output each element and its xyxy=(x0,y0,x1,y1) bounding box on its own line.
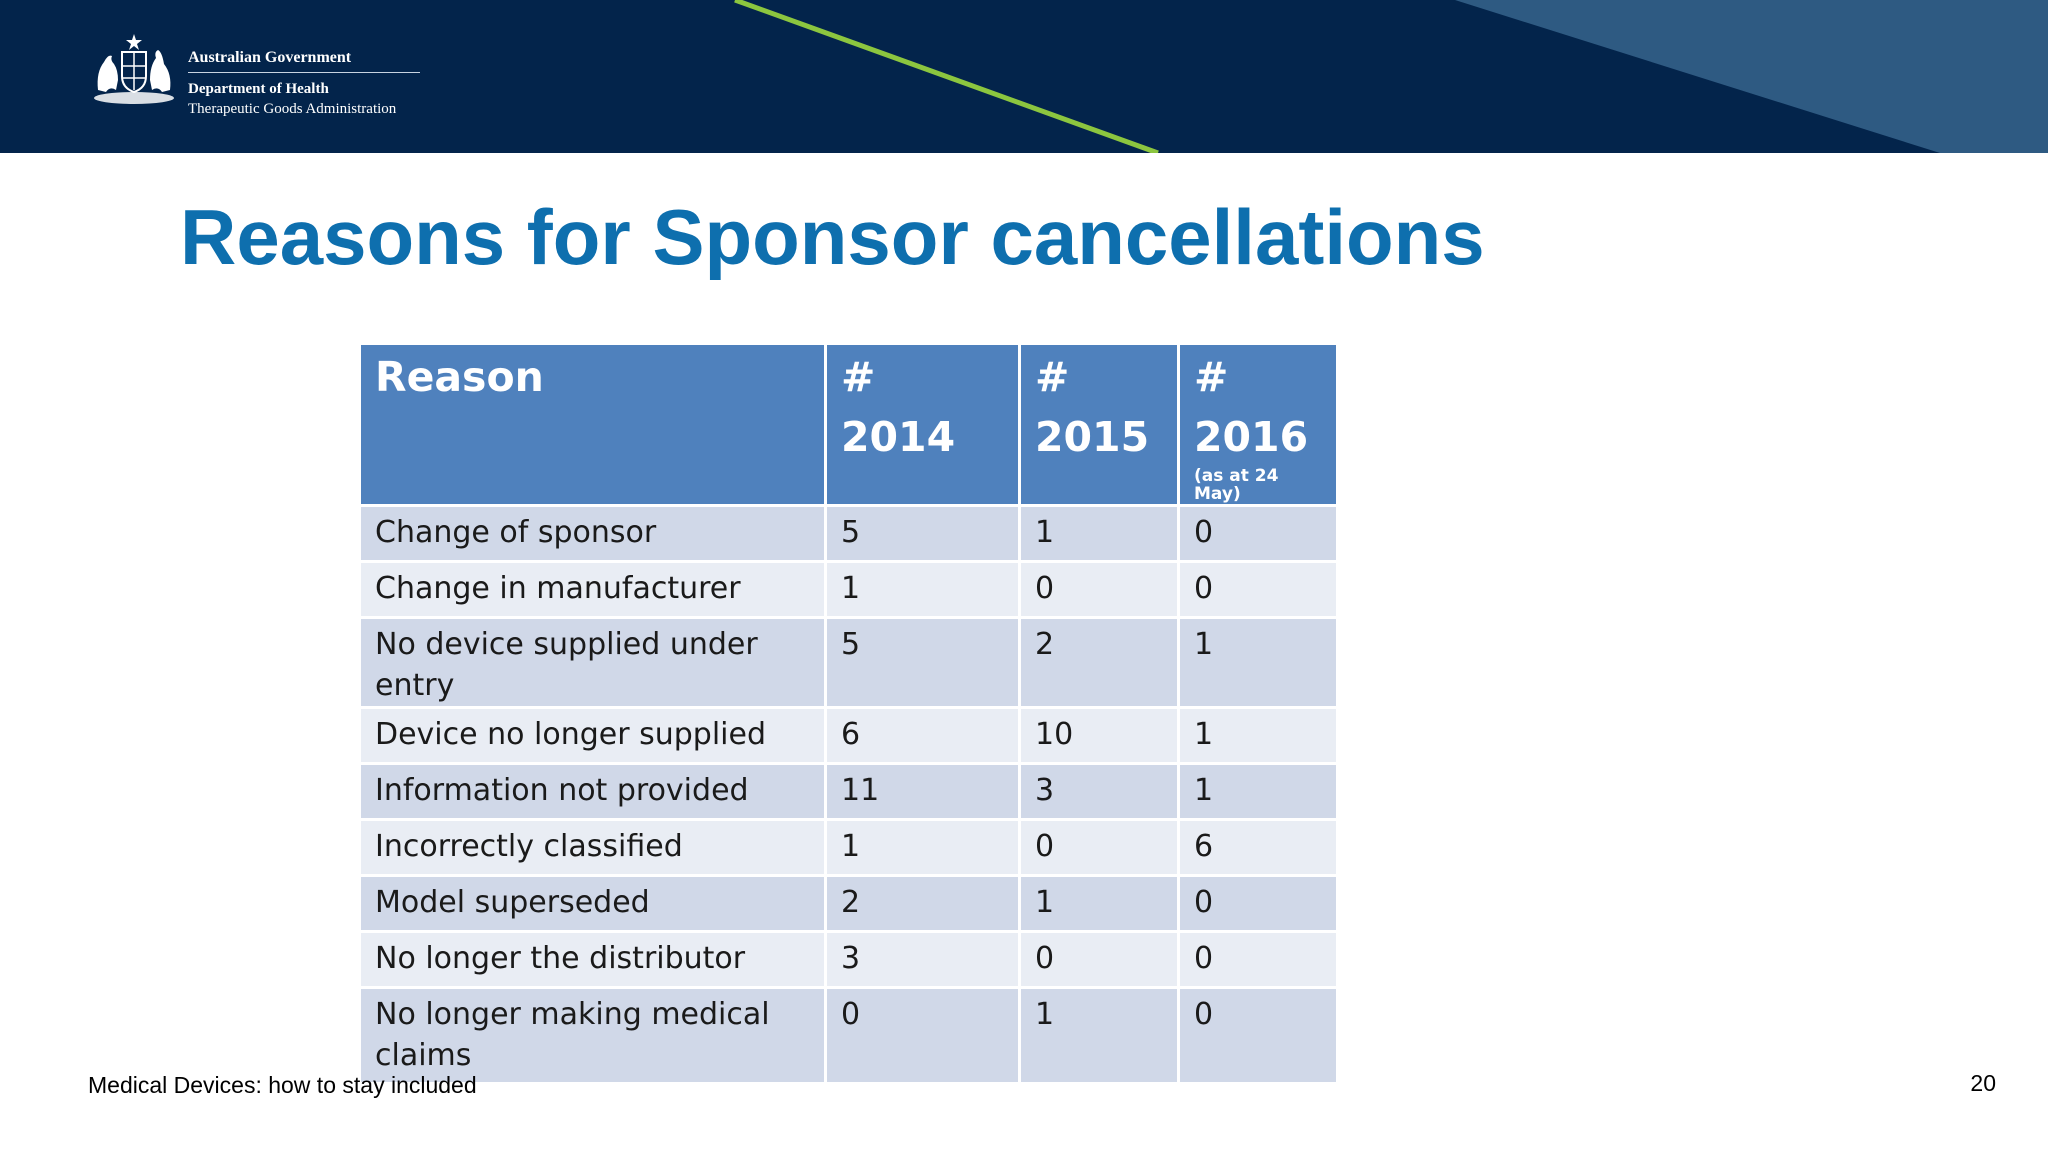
header-year: 2016 xyxy=(1194,413,1309,461)
cell-2016: 1 xyxy=(1177,616,1339,709)
cell-2014: 1 xyxy=(824,818,1021,877)
banner-light-panel xyxy=(1455,0,2048,153)
cell-2014: 5 xyxy=(824,616,1021,709)
table-row: Information not provided 11 3 1 xyxy=(358,762,1339,821)
header-label: # xyxy=(1035,353,1070,401)
header-banner: Australian Government Department of Heal… xyxy=(0,0,2048,153)
cell-reason: No longer making medical claims xyxy=(358,986,827,1085)
cell-2015: 0 xyxy=(1018,930,1180,989)
cell-reason: Information not provided xyxy=(358,762,827,821)
table-row: Model superseded 2 1 0 xyxy=(358,874,1339,933)
cell-2016: 1 xyxy=(1177,762,1339,821)
logo-divider xyxy=(188,72,420,73)
cell-2015: 1 xyxy=(1018,986,1180,1085)
header-year: 2014 xyxy=(841,413,956,461)
cancellations-table: Reason # 2014 # 2015 # 2016 (as at 24 Ma… xyxy=(358,342,1339,1085)
cell-2016: 1 xyxy=(1177,706,1339,765)
cell-2016: 0 xyxy=(1177,504,1339,563)
cell-2014: 5 xyxy=(824,504,1021,563)
cell-2014: 6 xyxy=(824,706,1021,765)
table-row: No longer making medical claims 0 1 0 xyxy=(358,986,1339,1085)
cell-2014: 1 xyxy=(824,560,1021,619)
logo-department: Department of Health xyxy=(188,81,329,97)
page-title: Reasons for Sponsor cancellations xyxy=(180,193,1485,281)
table-row: Change in manufacturer 1 0 0 xyxy=(358,560,1339,619)
government-logo: Australian Government Department of Heal… xyxy=(88,30,428,122)
cell-reason: Change of sponsor xyxy=(358,504,827,563)
cell-2015: 0 xyxy=(1018,560,1180,619)
cell-2016: 0 xyxy=(1177,874,1339,933)
cell-2016: 0 xyxy=(1177,986,1339,1085)
cell-2016: 0 xyxy=(1177,930,1339,989)
header-label: # xyxy=(841,353,876,401)
page-number: 20 xyxy=(1970,1070,1996,1096)
cell-reason: Change in manufacturer xyxy=(358,560,827,619)
cell-reason: Device no longer supplied xyxy=(358,706,827,765)
banner-accent-line xyxy=(734,0,1159,153)
header-label: # xyxy=(1194,353,1229,401)
cell-2014: 0 xyxy=(824,986,1021,1085)
banner-graphic xyxy=(734,0,2048,153)
cell-2014: 3 xyxy=(824,930,1021,989)
coat-of-arms-icon xyxy=(94,34,174,104)
header-2014: # 2014 xyxy=(824,342,1021,507)
cell-2015: 1 xyxy=(1018,874,1180,933)
cell-2014: 11 xyxy=(824,762,1021,821)
table-row: Incorrectly classified 1 0 6 xyxy=(358,818,1339,877)
header-label: Reason xyxy=(375,353,544,401)
cell-2015: 0 xyxy=(1018,818,1180,877)
table-row: No longer the distributor 3 0 0 xyxy=(358,930,1339,989)
table-header-row: Reason # 2014 # 2015 # 2016 (as at 24 Ma… xyxy=(358,342,1339,507)
cell-2015: 3 xyxy=(1018,762,1180,821)
cell-2016: 6 xyxy=(1177,818,1339,877)
header-reason: Reason xyxy=(358,342,827,507)
header-2015: # 2015 xyxy=(1018,342,1180,507)
header-note: (as at 24 May) xyxy=(1194,466,1279,504)
cell-reason: No longer the distributor xyxy=(358,930,827,989)
header-year: 2015 xyxy=(1035,413,1150,461)
table-row: No device supplied under entry 5 2 1 xyxy=(358,616,1339,709)
header-2016: # 2016 (as at 24 May) xyxy=(1177,342,1339,507)
footer-text: Medical Devices: how to stay included xyxy=(88,1072,477,1098)
cell-reason: Incorrectly classified xyxy=(358,818,827,877)
cell-2015: 2 xyxy=(1018,616,1180,709)
cell-2014: 2 xyxy=(824,874,1021,933)
table-row: Change of sponsor 5 1 0 xyxy=(358,504,1339,563)
cell-reason: No device supplied under entry xyxy=(358,616,827,709)
cell-2015: 1 xyxy=(1018,504,1180,563)
cell-reason: Model superseded xyxy=(358,874,827,933)
table-row: Device no longer supplied 6 10 1 xyxy=(358,706,1339,765)
cell-2015: 10 xyxy=(1018,706,1180,765)
logo-government: Australian Government xyxy=(188,49,352,66)
cell-2016: 0 xyxy=(1177,560,1339,619)
logo-wordmark: Australian Government Department of Heal… xyxy=(188,48,508,119)
logo-agency: Therapeutic Goods Administration xyxy=(188,101,397,117)
